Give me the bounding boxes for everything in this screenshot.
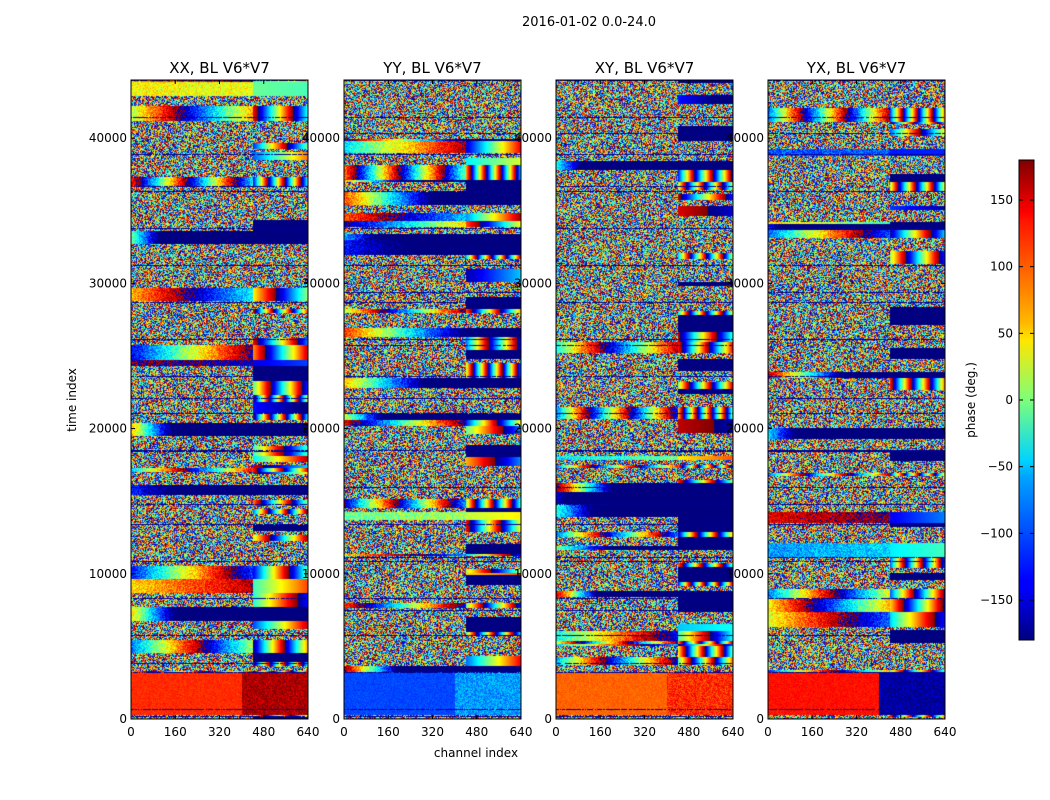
- x-tick-label: 480: [677, 725, 700, 739]
- heatmap-image: [556, 80, 733, 719]
- panels: XX, BL V6*V7 0 160 320 480 640 0 10000 20000 3000…: [89, 59, 957, 739]
- x-tick-label: 160: [164, 725, 187, 739]
- panel-title: YY, BL V6*V7: [382, 59, 481, 77]
- x-tick-label: 320: [845, 725, 868, 739]
- x-tick-label: 0: [552, 725, 560, 739]
- figure-suptitle: 2016-01-02 0.0-24.0: [522, 15, 656, 30]
- y-tick-label: 40000: [302, 131, 340, 145]
- colorbar-tick-label: 100: [990, 260, 1013, 274]
- colorbar-tick-label: 150: [990, 193, 1013, 207]
- x-tick-label: 0: [127, 725, 135, 739]
- y-tick-label: 30000: [514, 276, 552, 290]
- colorbar-tick-label: −100: [980, 526, 1013, 540]
- panel-3: XY, BL V6*V7 0 160 320 480 640 0 10000 20000 3000…: [514, 59, 745, 739]
- y-tick-label: 10000: [89, 567, 127, 581]
- x-tick-label: 160: [801, 725, 824, 739]
- x-tick-label: 0: [340, 725, 348, 739]
- x-tick-label: 0: [764, 725, 772, 739]
- y-axis-label: time index: [65, 368, 79, 432]
- y-tick-label: 0: [119, 712, 127, 726]
- y-tick-label: 40000: [89, 131, 127, 145]
- colorbar-tick-label: −50: [988, 460, 1013, 474]
- panel-1: XX, BL V6*V7 0 160 320 480 640 0 10000 20000 3000…: [89, 59, 320, 739]
- x-tick-label: 640: [510, 725, 533, 739]
- x-tick-label: 320: [633, 725, 656, 739]
- panel-title: XX, BL V6*V7: [169, 59, 270, 77]
- panel-title: YX, BL V6*V7: [806, 59, 907, 77]
- x-axis-label: channel index: [434, 746, 518, 760]
- heatmap-image: [131, 80, 308, 719]
- x-tick-label: 320: [421, 725, 444, 739]
- x-tick-label: 480: [252, 725, 275, 739]
- heatmap-image: [768, 80, 945, 719]
- x-tick-label: 320: [208, 725, 231, 739]
- x-tick-label: 160: [377, 725, 400, 739]
- panel-2: YY, BL V6*V7 0 160 320 480 640 0 10000 20000 3000…: [302, 59, 533, 739]
- y-tick-label: 10000: [514, 567, 552, 581]
- x-tick-label: 160: [589, 725, 612, 739]
- x-tick-label: 480: [889, 725, 912, 739]
- panel-4: YX, BL V6*V7 0 160 320 480 640 0 10000 20000 3000…: [726, 59, 957, 739]
- y-tick-label: 40000: [726, 131, 764, 145]
- x-tick-label: 640: [934, 725, 957, 739]
- colorbar-ticks: −150 −100 −50 0 50 100 150: [980, 193, 1034, 607]
- colorbar-label: phase (deg.): [964, 362, 978, 438]
- y-tick-label: 0: [332, 712, 340, 726]
- x-tick-label: 640: [722, 725, 745, 739]
- colorbar-tick-label: 50: [998, 326, 1013, 340]
- y-tick-label: 30000: [302, 276, 340, 290]
- heatmap-image: [344, 80, 521, 719]
- colorbar: −150 −100 −50 0 50 100 150 phase (deg.): [964, 159, 1035, 641]
- y-tick-label: 30000: [89, 276, 127, 290]
- y-tick-label: 20000: [89, 422, 127, 436]
- y-tick-label: 20000: [514, 422, 552, 436]
- y-tick-label: 10000: [302, 567, 340, 581]
- x-tick-label: 640: [297, 725, 320, 739]
- panel-title: XY, BL V6*V7: [595, 59, 695, 77]
- colorbar-tick-label: −150: [980, 593, 1013, 607]
- y-tick-label: 40000: [514, 131, 552, 145]
- y-tick-label: 0: [756, 712, 764, 726]
- y-tick-label: 20000: [302, 422, 340, 436]
- x-tick-label: 480: [465, 725, 488, 739]
- y-tick-label: 20000: [726, 422, 764, 436]
- y-tick-label: 0: [544, 712, 552, 726]
- colorbar-tick-label: 0: [1005, 393, 1013, 407]
- y-tick-label: 10000: [726, 567, 764, 581]
- y-tick-label: 30000: [726, 276, 764, 290]
